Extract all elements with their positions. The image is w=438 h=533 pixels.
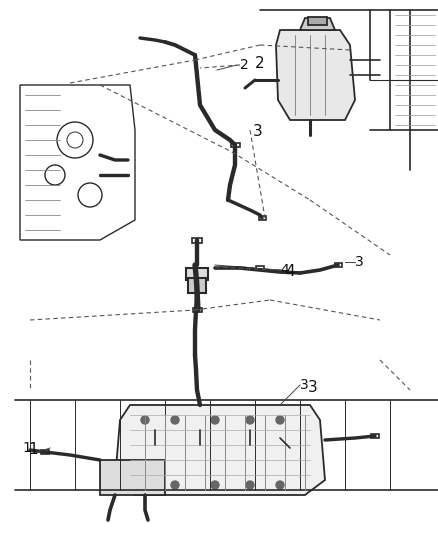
Bar <box>256 266 264 270</box>
Circle shape <box>171 416 179 424</box>
Bar <box>100 460 165 495</box>
Bar <box>335 263 342 266</box>
Bar <box>188 278 206 293</box>
Circle shape <box>211 416 219 424</box>
Circle shape <box>276 416 284 424</box>
Bar <box>192 308 201 312</box>
Polygon shape <box>276 30 355 120</box>
Text: 3: 3 <box>308 381 318 395</box>
Circle shape <box>211 481 219 489</box>
Bar <box>308 17 327 25</box>
Text: 2: 2 <box>255 55 265 70</box>
Circle shape <box>171 481 179 489</box>
Text: 3: 3 <box>253 124 263 139</box>
Circle shape <box>246 481 254 489</box>
Polygon shape <box>115 405 325 495</box>
Circle shape <box>246 416 254 424</box>
Bar <box>186 268 208 280</box>
Bar <box>371 434 379 438</box>
Text: 1: 1 <box>22 441 31 455</box>
Text: 4: 4 <box>280 263 289 277</box>
Text: 1: 1 <box>28 442 38 457</box>
Circle shape <box>141 416 149 424</box>
Text: 3: 3 <box>300 378 309 392</box>
Polygon shape <box>300 18 335 30</box>
Circle shape <box>141 481 149 489</box>
Text: 4: 4 <box>285 264 295 279</box>
Text: 2: 2 <box>240 58 249 72</box>
Bar <box>230 143 240 147</box>
Text: 3: 3 <box>355 255 364 269</box>
Circle shape <box>276 481 284 489</box>
Bar <box>258 216 265 220</box>
Bar <box>41 450 49 454</box>
Bar <box>192 238 202 243</box>
